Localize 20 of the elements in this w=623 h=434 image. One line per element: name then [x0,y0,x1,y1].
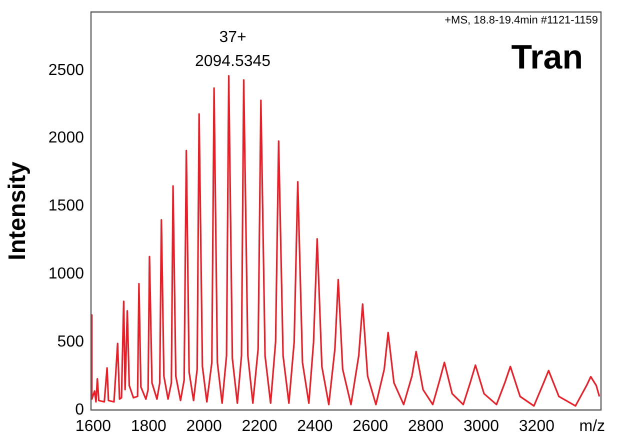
x-tick-label: 1800 [130,418,167,434]
y-tick-label: 1000 [48,266,84,283]
x-tick-label: 2200 [242,418,278,434]
y-tick-label: 2000 [48,130,84,147]
y-tick-label: 2500 [48,62,84,79]
x-tick-label: 2600 [352,418,388,434]
y-tick-label: 1500 [48,198,84,215]
x-tick-label: 3000 [463,418,500,434]
x-tick-label: 3200 [518,418,555,434]
x-tick-label: m/z [579,418,606,434]
annotation: +MS, 18.8-19.4min #1121-1159 [444,14,598,27]
y-axis-title: Intensity [4,161,32,260]
x-tick-label: 2000 [186,418,222,434]
text: Tran [511,38,583,76]
x-tick-label: 2400 [297,418,333,434]
y-tick-label: 500 [57,333,84,350]
x-tick-label: 2800 [408,418,444,434]
annotation: 37+ 2094.5345 [194,29,271,70]
x-tick-label: 1600 [75,418,112,434]
y-tick-label: 0 [75,401,84,418]
